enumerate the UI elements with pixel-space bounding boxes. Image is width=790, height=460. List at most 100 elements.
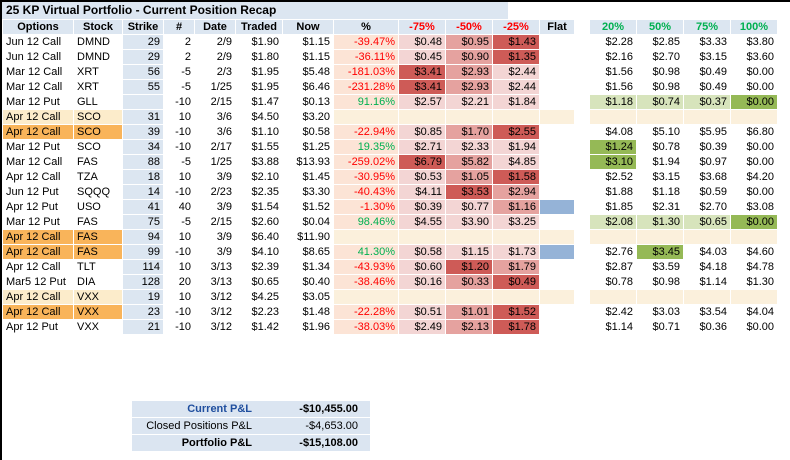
cell-gain-20[interactable]: $1.85 (590, 200, 636, 214)
cell-gain-20[interactable]: $0.78 (590, 275, 636, 289)
cell-pct[interactable]: -38.46% (334, 275, 398, 289)
cell-options[interactable]: Mar 12 Put (3, 215, 73, 229)
cell-options[interactable]: Mar5 12 Put (3, 275, 73, 289)
cell-date[interactable]: 2/9 (195, 35, 235, 49)
cell-now[interactable]: $1.45 (283, 170, 333, 184)
cell-qty[interactable]: -5 (164, 215, 194, 229)
cell-options[interactable]: Mar 12 Call (3, 155, 73, 169)
cell-stock[interactable]: SCO (74, 110, 122, 124)
cell-traded[interactable]: $6.40 (236, 230, 282, 244)
cell-traded[interactable]: $2.10 (236, 170, 282, 184)
cell-strike[interactable]: 75 (123, 215, 163, 229)
cell-stock[interactable]: DMND (74, 50, 122, 64)
cell-options[interactable]: Apr 12 Call (3, 170, 73, 184)
cell-gain-100[interactable] (731, 290, 777, 304)
cell-loss-50[interactable]: $2.93 (446, 65, 492, 79)
cell-gain-75[interactable]: $5.95 (684, 125, 730, 139)
cell-stock[interactable]: VXX (74, 290, 122, 304)
cell-date[interactable]: 2/3 (195, 65, 235, 79)
cell-gain-20[interactable]: $2.42 (590, 305, 636, 319)
cell-loss-25[interactable] (493, 110, 539, 124)
header-gain50[interactable]: 50% (637, 20, 683, 34)
cell-gain-75[interactable]: $3.15 (684, 50, 730, 64)
cell-loss-25[interactable]: $2.94 (493, 185, 539, 199)
cell-pct[interactable]: -231.28% (334, 80, 398, 94)
cell-stock[interactable]: TZA (74, 170, 122, 184)
cell-options[interactable]: Jun 12 Call (3, 35, 73, 49)
cell-traded[interactable]: $1.47 (236, 95, 282, 109)
cell-qty[interactable]: 20 (164, 275, 194, 289)
cell-gain-20[interactable]: $3.10 (590, 155, 636, 169)
cell-gain-100[interactable]: $0.00 (731, 320, 777, 334)
cell-gain-20[interactable]: $1.56 (590, 80, 636, 94)
summary-value[interactable]: -$10,455.00 (258, 401, 370, 417)
cell-options[interactable]: Mar 12 Call (3, 80, 73, 94)
cell-strike[interactable]: 114 (123, 260, 163, 274)
cell-strike[interactable]: 94 (123, 230, 163, 244)
cell-options[interactable]: Mar 12 Put (3, 95, 73, 109)
cell-date[interactable]: 3/6 (195, 110, 235, 124)
cell-flat[interactable] (540, 95, 574, 109)
cell-now[interactable]: $1.25 (283, 140, 333, 154)
cell-loss-50[interactable]: $1.20 (446, 260, 492, 274)
cell-pct[interactable]: 41.30% (334, 245, 398, 259)
cell-flat[interactable] (540, 35, 574, 49)
cell-loss-25[interactable]: $1.43 (493, 35, 539, 49)
cell-strike[interactable]: 21 (123, 320, 163, 334)
cell-strike[interactable]: 29 (123, 50, 163, 64)
cell-gain-50[interactable]: $0.98 (637, 80, 683, 94)
cell-loss-75[interactable]: $2.71 (399, 140, 445, 154)
cell-loss-25[interactable]: $1.16 (493, 200, 539, 214)
cell-traded[interactable]: $1.80 (236, 50, 282, 64)
cell-gain-100[interactable]: $3.80 (731, 35, 777, 49)
cell-pct[interactable]: -40.43% (334, 185, 398, 199)
cell-now[interactable]: $6.46 (283, 80, 333, 94)
summary-label[interactable]: Current P&L (132, 401, 258, 417)
cell-pct[interactable]: -22.28% (334, 305, 398, 319)
cell-loss-25[interactable]: $1.94 (493, 140, 539, 154)
cell-loss-25[interactable]: $4.85 (493, 155, 539, 169)
cell-loss-75[interactable]: $0.53 (399, 170, 445, 184)
header-flat[interactable]: Flat (540, 20, 574, 34)
cell-flat[interactable] (540, 320, 574, 334)
cell-gain-75[interactable] (684, 230, 730, 244)
cell-gain-20[interactable]: $1.88 (590, 185, 636, 199)
cell-pct[interactable]: -30.95% (334, 170, 398, 184)
cell-qty[interactable]: -10 (164, 95, 194, 109)
header-pct[interactable]: % (334, 20, 398, 34)
cell-gain-75[interactable]: $0.65 (684, 215, 730, 229)
cell-gain-50[interactable]: $0.98 (637, 275, 683, 289)
cell-qty[interactable]: -5 (164, 80, 194, 94)
cell-now[interactable]: $8.65 (283, 245, 333, 259)
cell-gain-75[interactable] (684, 290, 730, 304)
cell-gain-20[interactable] (590, 110, 636, 124)
cell-gain-20[interactable]: $2.16 (590, 50, 636, 64)
cell-loss-50[interactable] (446, 290, 492, 304)
cell-gain-100[interactable]: $6.80 (731, 125, 777, 139)
cell-gain-20[interactable]: $1.18 (590, 95, 636, 109)
cell-stock[interactable]: XRT (74, 80, 122, 94)
cell-flat[interactable] (540, 305, 574, 319)
header-options[interactable]: Options (3, 20, 73, 34)
cell-qty[interactable]: -10 (164, 305, 194, 319)
header-gain75[interactable]: 75% (684, 20, 730, 34)
cell-gain-100[interactable]: $4.78 (731, 260, 777, 274)
cell-loss-75[interactable]: $0.60 (399, 260, 445, 274)
cell-loss-50[interactable] (446, 110, 492, 124)
cell-loss-50[interactable]: $2.33 (446, 140, 492, 154)
cell-traded[interactable]: $2.60 (236, 215, 282, 229)
cell-qty[interactable]: 10 (164, 260, 194, 274)
cell-date[interactable]: 1/25 (195, 80, 235, 94)
header-loss25[interactable]: -25% (493, 20, 539, 34)
cell-gain-50[interactable]: $2.31 (637, 200, 683, 214)
cell-qty[interactable]: 40 (164, 200, 194, 214)
cell-gain-100[interactable]: $3.08 (731, 200, 777, 214)
cell-flat[interactable] (540, 275, 574, 289)
cell-gain-50[interactable] (637, 290, 683, 304)
cell-loss-75[interactable] (399, 290, 445, 304)
cell-now[interactable]: $1.52 (283, 200, 333, 214)
cell-traded[interactable]: $2.23 (236, 305, 282, 319)
cell-options[interactable]: Mar 12 Call (3, 65, 73, 79)
cell-strike[interactable]: 56 (123, 65, 163, 79)
cell-loss-25[interactable] (493, 230, 539, 244)
